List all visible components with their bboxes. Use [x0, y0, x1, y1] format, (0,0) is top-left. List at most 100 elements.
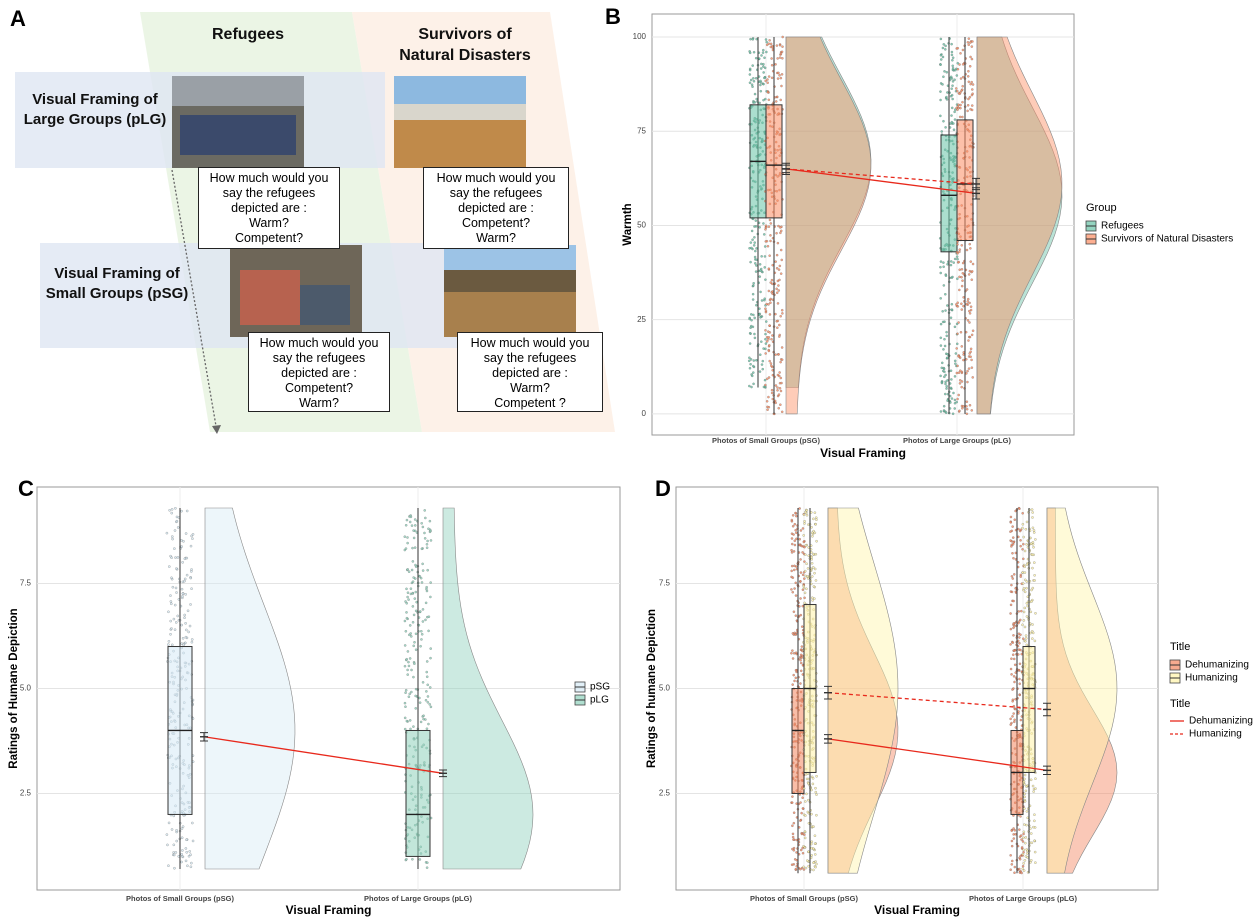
jitter-point: [759, 316, 762, 319]
jitter-point: [813, 597, 816, 600]
jitter-point: [1014, 587, 1017, 590]
jitter-point: [968, 95, 972, 99]
jitter-point: [795, 565, 798, 568]
jitter-point: [958, 92, 962, 96]
jitter-point: [941, 83, 944, 86]
jitter-point: [968, 242, 971, 246]
jitter-point: [945, 95, 948, 99]
jitter-point: [970, 366, 974, 369]
jitter-point: [945, 385, 948, 388]
jitter-point: [941, 361, 944, 365]
y-tick-label: 7.5: [20, 579, 32, 588]
jitter-point: [1011, 543, 1015, 546]
jitter-point: [754, 225, 758, 228]
jitter-point: [760, 363, 764, 366]
jitter-point: [944, 48, 947, 51]
jitter-point: [422, 717, 425, 721]
jitter-point: [1026, 816, 1029, 820]
jitter-point: [750, 83, 754, 86]
jitter-point: [1009, 643, 1012, 646]
jitter-point: [952, 261, 955, 264]
jitter-point: [1022, 557, 1025, 561]
jitter-point: [752, 382, 755, 386]
jitter-point: [950, 120, 954, 124]
jitter-point: [804, 510, 807, 514]
jitter-point: [1010, 575, 1014, 578]
jitter-point: [959, 331, 963, 334]
jitter-point: [968, 335, 972, 339]
jitter-point: [755, 359, 758, 362]
jitter-point: [189, 603, 192, 606]
jitter-point: [763, 297, 766, 300]
jitter-point: [968, 312, 972, 315]
jitter-point: [946, 356, 949, 360]
jitter-point: [170, 602, 173, 606]
jitter-point: [778, 74, 781, 77]
jitter-point: [173, 547, 176, 550]
jitter-point: [1025, 543, 1028, 546]
jitter-point: [1025, 643, 1029, 647]
jitter-point: [1025, 823, 1028, 827]
jitter-point: [171, 585, 175, 589]
jitter-point: [777, 289, 781, 292]
jitter-point: [1030, 553, 1034, 557]
jitter-point: [944, 293, 947, 296]
jitter-point: [755, 37, 758, 41]
jitter-point: [1017, 535, 1020, 539]
jitter-point: [967, 43, 970, 47]
jitter-point: [429, 647, 432, 650]
jitter-point: [1013, 871, 1016, 874]
jitter-point: [1014, 697, 1017, 701]
jitter-point: [790, 551, 794, 554]
column-header: Refugees: [211, 26, 285, 43]
jitter-point: [966, 104, 970, 107]
jitter-point: [766, 408, 769, 411]
jitter-point: [776, 389, 779, 392]
jitter-point: [1009, 612, 1012, 615]
jitter-point: [1023, 625, 1027, 629]
jitter-point: [969, 305, 973, 308]
jitter-point: [959, 52, 962, 55]
jitter-point: [774, 100, 778, 103]
jitter-point: [748, 366, 752, 370]
jitter-point: [799, 648, 803, 652]
jitter-point: [946, 399, 949, 402]
jitter-point: [749, 241, 753, 244]
jitter-point: [774, 63, 777, 66]
jitter-point: [407, 664, 411, 668]
jitter-point: [944, 373, 947, 377]
jitter-point: [791, 657, 795, 660]
jitter-point: [799, 658, 802, 662]
jitter-point: [404, 547, 408, 550]
jitter-point: [752, 80, 756, 83]
jitter-point: [805, 777, 809, 781]
jitter-point: [814, 522, 817, 526]
jitter-point: [180, 587, 184, 591]
jitter-point: [1031, 566, 1034, 570]
jitter-point: [807, 798, 810, 802]
question-line: Competent?: [284, 381, 354, 395]
jitter-point: [172, 814, 176, 818]
jitter-point: [759, 83, 762, 87]
jitter-point: [951, 84, 954, 87]
jitter-point: [950, 302, 954, 306]
jitter-point: [423, 531, 426, 535]
jitter-point: [751, 298, 755, 301]
jitter-point: [1026, 849, 1029, 853]
jitter-point: [1009, 539, 1012, 542]
jitter-point: [414, 524, 417, 527]
jitter-point: [1034, 538, 1037, 541]
photo: [444, 245, 576, 337]
jitter-point: [405, 719, 409, 723]
jitter-point: [970, 270, 974, 273]
jitter-point: [811, 531, 814, 535]
jitter-point: [767, 225, 771, 228]
legend-label: Refugees: [1101, 221, 1144, 232]
jitter-point: [939, 63, 942, 66]
jitter-point: [945, 98, 949, 101]
jitter-point: [769, 362, 773, 365]
jitter-point: [758, 307, 761, 310]
jitter-point: [1023, 792, 1026, 796]
mean-line: [785, 168, 977, 185]
question-line: Competent?: [461, 216, 531, 230]
